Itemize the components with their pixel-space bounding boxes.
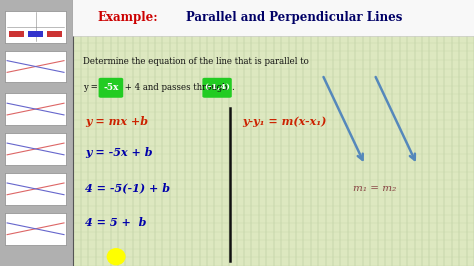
Text: -5x: -5x: [103, 83, 118, 92]
Text: Parallel and Perpendicular Lines: Parallel and Perpendicular Lines: [186, 11, 402, 24]
Text: y = mx +b: y = mx +b: [85, 115, 148, 127]
Text: Determine the equation of the line that is parallel to: Determine the equation of the line that …: [83, 57, 309, 66]
Text: .: .: [231, 83, 234, 92]
FancyBboxPatch shape: [5, 213, 66, 245]
Text: y-y₁ = m(x-x₁): y-y₁ = m(x-x₁): [242, 115, 326, 127]
Ellipse shape: [107, 248, 126, 265]
Text: + 4 and passes through: + 4 and passes through: [122, 83, 230, 92]
FancyBboxPatch shape: [0, 0, 73, 266]
Text: m₁ = m₂: m₁ = m₂: [353, 184, 396, 193]
FancyBboxPatch shape: [5, 93, 66, 125]
FancyBboxPatch shape: [5, 173, 66, 205]
Text: y =: y =: [83, 83, 100, 92]
Text: y = -5x + b: y = -5x + b: [85, 147, 153, 159]
Text: Example:: Example:: [98, 11, 158, 24]
FancyBboxPatch shape: [99, 78, 123, 98]
FancyBboxPatch shape: [5, 51, 66, 82]
Text: 4 = 5 +  b: 4 = 5 + b: [85, 217, 146, 228]
FancyBboxPatch shape: [202, 78, 232, 98]
Text: 4 = -5(-1) + b: 4 = -5(-1) + b: [85, 182, 170, 193]
FancyBboxPatch shape: [9, 31, 24, 37]
Text: (-1,4): (-1,4): [204, 84, 230, 92]
FancyBboxPatch shape: [5, 11, 66, 43]
FancyBboxPatch shape: [73, 0, 474, 36]
FancyBboxPatch shape: [28, 31, 43, 37]
FancyBboxPatch shape: [5, 133, 66, 165]
FancyBboxPatch shape: [47, 31, 62, 37]
